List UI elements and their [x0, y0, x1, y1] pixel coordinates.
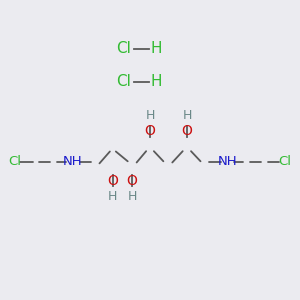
Text: O: O [182, 124, 193, 138]
Text: H: H [108, 190, 118, 202]
Text: NH: NH [63, 155, 83, 168]
Text: O: O [145, 124, 155, 138]
Text: O: O [107, 174, 118, 188]
Text: H: H [128, 190, 137, 202]
Text: NH: NH [218, 155, 237, 168]
Text: Cl: Cl [279, 155, 292, 168]
Text: H: H [145, 109, 155, 122]
Text: Cl: Cl [116, 41, 131, 56]
Text: H: H [182, 109, 192, 122]
Text: H: H [150, 74, 162, 89]
Text: O: O [127, 174, 138, 188]
Text: Cl: Cl [116, 74, 131, 89]
Text: Cl: Cl [8, 155, 21, 168]
Text: H: H [150, 41, 162, 56]
